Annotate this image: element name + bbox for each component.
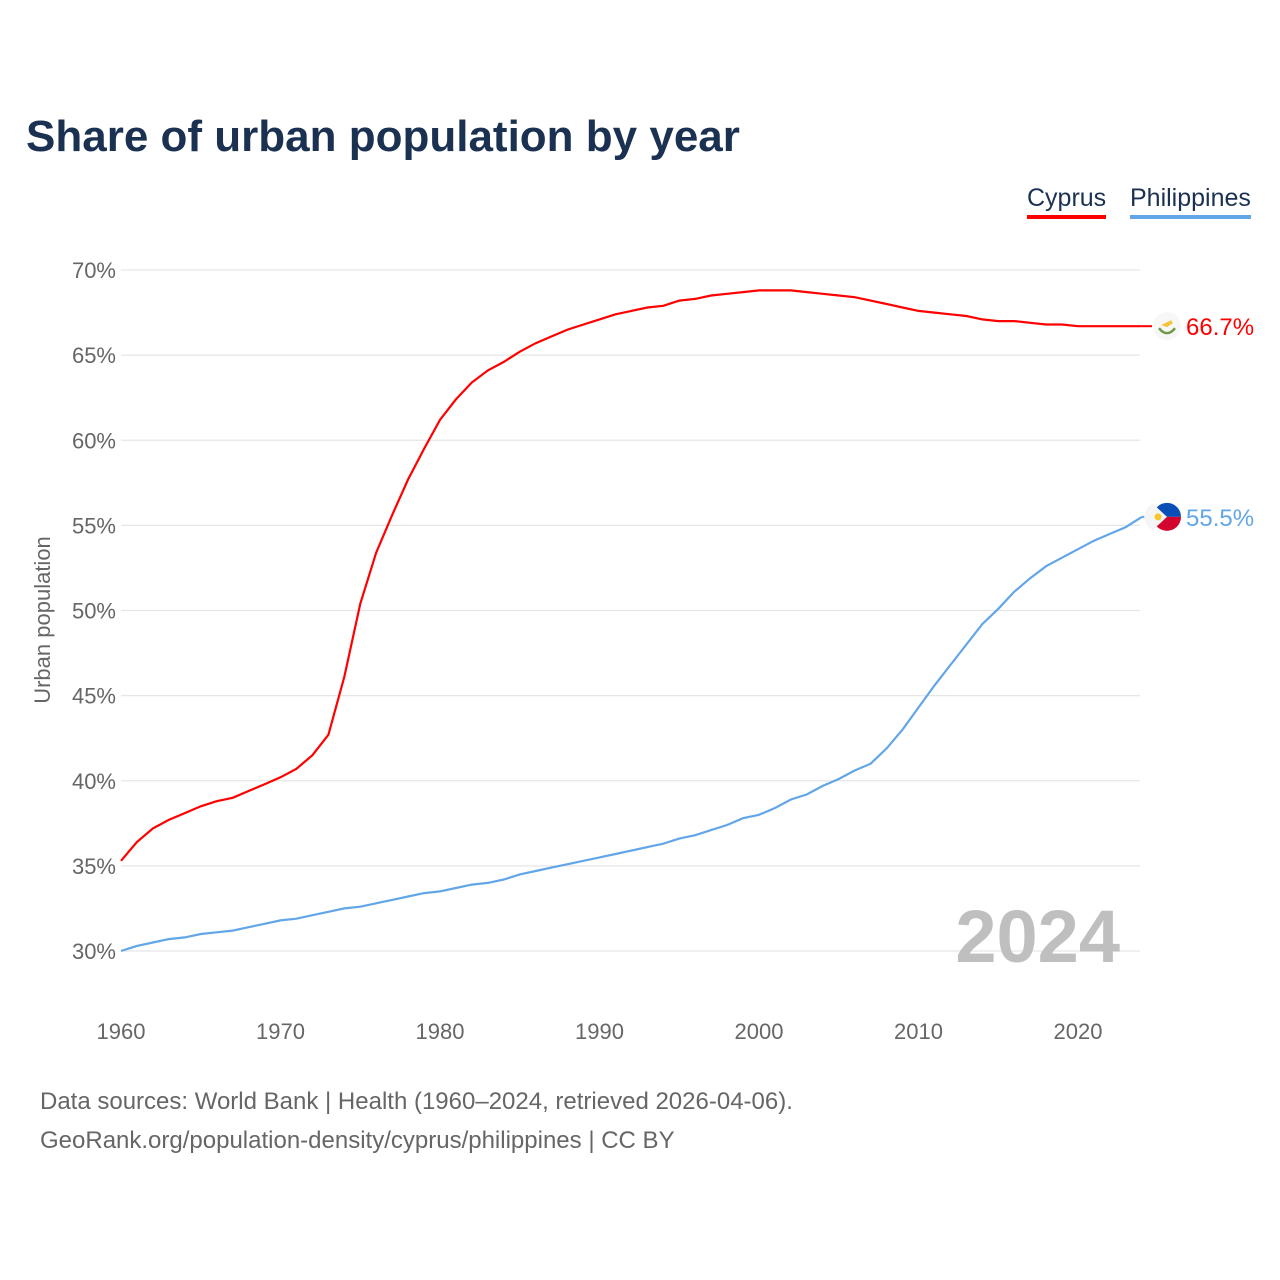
legend-item-philippines[interactable]: Philippines [1130, 184, 1251, 219]
x-tick-label: 1990 [575, 1019, 624, 1044]
chart-title: Share of urban population by year [26, 112, 740, 161]
y-tick-label: 50% [72, 599, 116, 624]
y-axis-label: Urban population [30, 536, 55, 704]
x-tick-label: 2000 [735, 1019, 784, 1044]
data-sources-note: Data sources: World Bank | Health (1960–… [40, 1088, 793, 1115]
x-tick-label: 1960 [97, 1019, 146, 1044]
legend-item-cyprus[interactable]: Cyprus [1027, 184, 1107, 219]
x-tick-label: 2020 [1054, 1019, 1103, 1044]
cyprus-flag-branches [1158, 327, 1176, 335]
series-line-cyprus [120, 289, 1142, 862]
y-tick-label: 45% [72, 684, 116, 709]
x-tick-label: 2010 [894, 1019, 943, 1044]
source-link[interactable]: GeoRank.org/population-density/cyprus/ph… [40, 1127, 675, 1154]
x-tick-label: 1970 [256, 1019, 305, 1044]
y-tick-label: 70% [72, 258, 116, 283]
y-tick-label: 60% [72, 428, 116, 453]
y-tick-label: 30% [72, 939, 116, 964]
series-line-philippines [120, 515, 1143, 953]
end-value-label: 66.7% [1186, 314, 1254, 341]
philippines-flag-sun [1154, 513, 1162, 521]
cyprus-flag-map [1161, 320, 1173, 328]
y-tick-label: 65% [72, 343, 116, 368]
y-tick-label: 35% [72, 854, 116, 879]
y-tick-label: 40% [72, 769, 116, 794]
y-tick-label: 55% [72, 513, 116, 538]
year-label: 2024 [955, 895, 1120, 978]
x-tick-label: 1980 [416, 1019, 465, 1044]
end-value-label: 55.5% [1186, 505, 1254, 532]
